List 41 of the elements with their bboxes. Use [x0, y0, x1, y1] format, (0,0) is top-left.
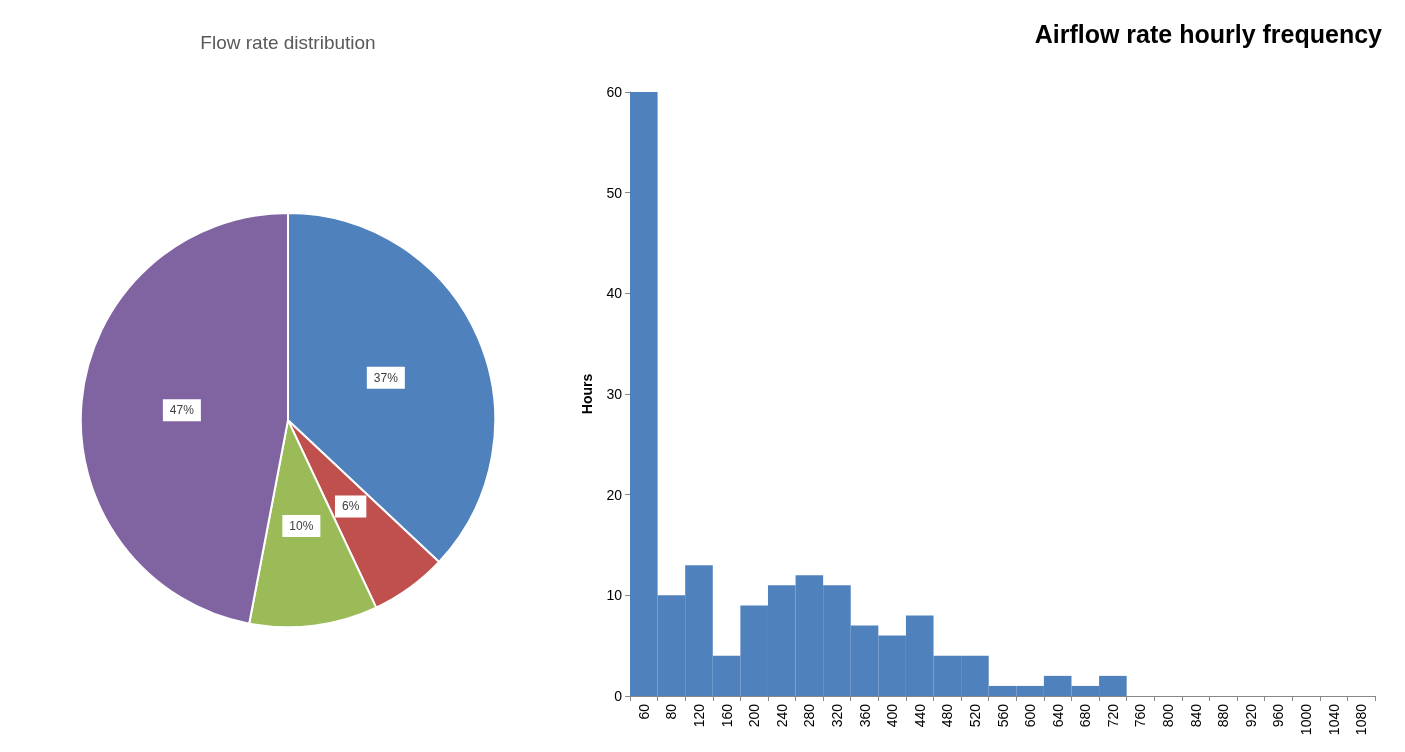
y-tick-label: 0	[614, 688, 623, 704]
x-tick-label: 640	[1049, 703, 1066, 728]
x-tick-label: 720	[1104, 703, 1121, 728]
y-tick-label: 50	[606, 184, 623, 201]
x-tick-label: 600	[1022, 703, 1039, 728]
x-tick-label: 360	[856, 703, 873, 728]
x-tick-label: 960	[1270, 703, 1287, 728]
y-tick-label: 10	[606, 587, 623, 604]
y-tick-label: 20	[606, 486, 623, 503]
data-label: 10%	[289, 518, 314, 533]
x-tick-label: 880	[1215, 703, 1232, 728]
x-tick-label: 60	[635, 703, 652, 720]
x-tick-label: 760	[1132, 703, 1149, 728]
y-tick-label: 40	[606, 285, 623, 302]
x-tick-label: 120	[690, 703, 707, 728]
data-label: 47%	[169, 403, 195, 418]
x-tick-label: 800	[1160, 703, 1177, 728]
chart-title: Flow rate distribution	[200, 32, 376, 53]
x-tick-label: 840	[1187, 703, 1204, 728]
x-tick-label: 1040	[1325, 703, 1342, 736]
x-tick-label: 280	[801, 703, 818, 728]
x-tick-label: 480	[939, 703, 956, 728]
x-tick-label: 320	[828, 703, 845, 728]
x-tick-label: 520	[966, 703, 983, 728]
x-tick-label: 440	[911, 703, 928, 728]
x-tick-label: 400	[884, 703, 901, 728]
x-tick-label: 560	[994, 703, 1011, 728]
x-tick-label: 680	[1077, 703, 1094, 728]
x-tick-label: 1080	[1353, 703, 1370, 736]
data-label: 6%	[341, 499, 360, 514]
x-tick-label: 920	[1242, 703, 1259, 728]
y-axis-title: Hours	[579, 373, 595, 415]
x-tick-label: 1000	[1298, 703, 1315, 736]
x-tick-label: 160	[718, 703, 735, 728]
data-label: 37%	[373, 370, 399, 385]
x-tick-label: 240	[773, 703, 790, 728]
chart-title: Airflow rate hourly frequency	[1034, 19, 1383, 48]
y-tick-label: 30	[606, 386, 623, 402]
x-tick-label: 80	[663, 703, 680, 720]
x-tick-label: 200	[746, 703, 763, 728]
y-tick-label: 60	[606, 84, 623, 100]
